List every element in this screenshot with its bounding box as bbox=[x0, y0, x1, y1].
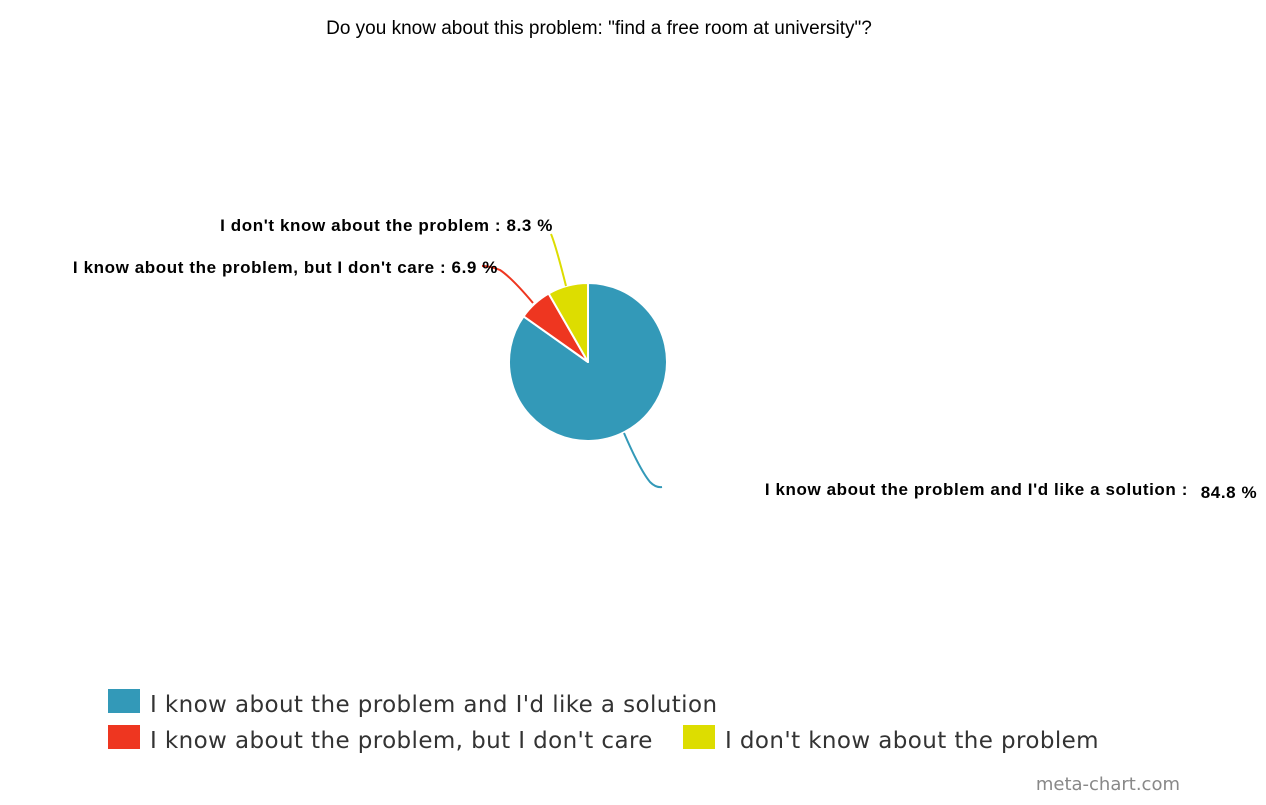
pie-slices bbox=[508, 282, 668, 442]
callout-leaders bbox=[481, 233, 663, 489]
callout-label-2: I don't know about the problem : 8.3 % bbox=[220, 216, 553, 235]
legend-label-1: I know about the problem, but I don't ca… bbox=[150, 728, 653, 754]
watermark: meta-chart.com bbox=[1036, 774, 1180, 795]
callout-leader-1 bbox=[481, 265, 534, 304]
legend-label-2: I don't know about the problem bbox=[725, 728, 1099, 754]
chart-title: Do you know about this problem: "find a … bbox=[326, 18, 872, 39]
legend-swatch-2 bbox=[683, 725, 715, 749]
callout-label-0: I know about the problem and I'd like a … bbox=[765, 480, 1188, 499]
callout-percent-0: 84.8 % bbox=[1201, 483, 1258, 502]
callout-labels: I know about the problem and I'd like a … bbox=[73, 216, 1257, 502]
callout-leader-0 bbox=[623, 432, 663, 489]
callout-label-1: I know about the problem, but I don't ca… bbox=[73, 258, 498, 277]
legend: I know about the problem and I'd like a … bbox=[108, 689, 1099, 754]
legend-swatch-1 bbox=[108, 725, 140, 749]
pie-slice-2 bbox=[547, 282, 589, 363]
legend-label-0: I know about the problem and I'd like a … bbox=[150, 692, 717, 718]
callout-leader-2 bbox=[550, 233, 567, 287]
legend-swatch-0 bbox=[108, 689, 140, 713]
